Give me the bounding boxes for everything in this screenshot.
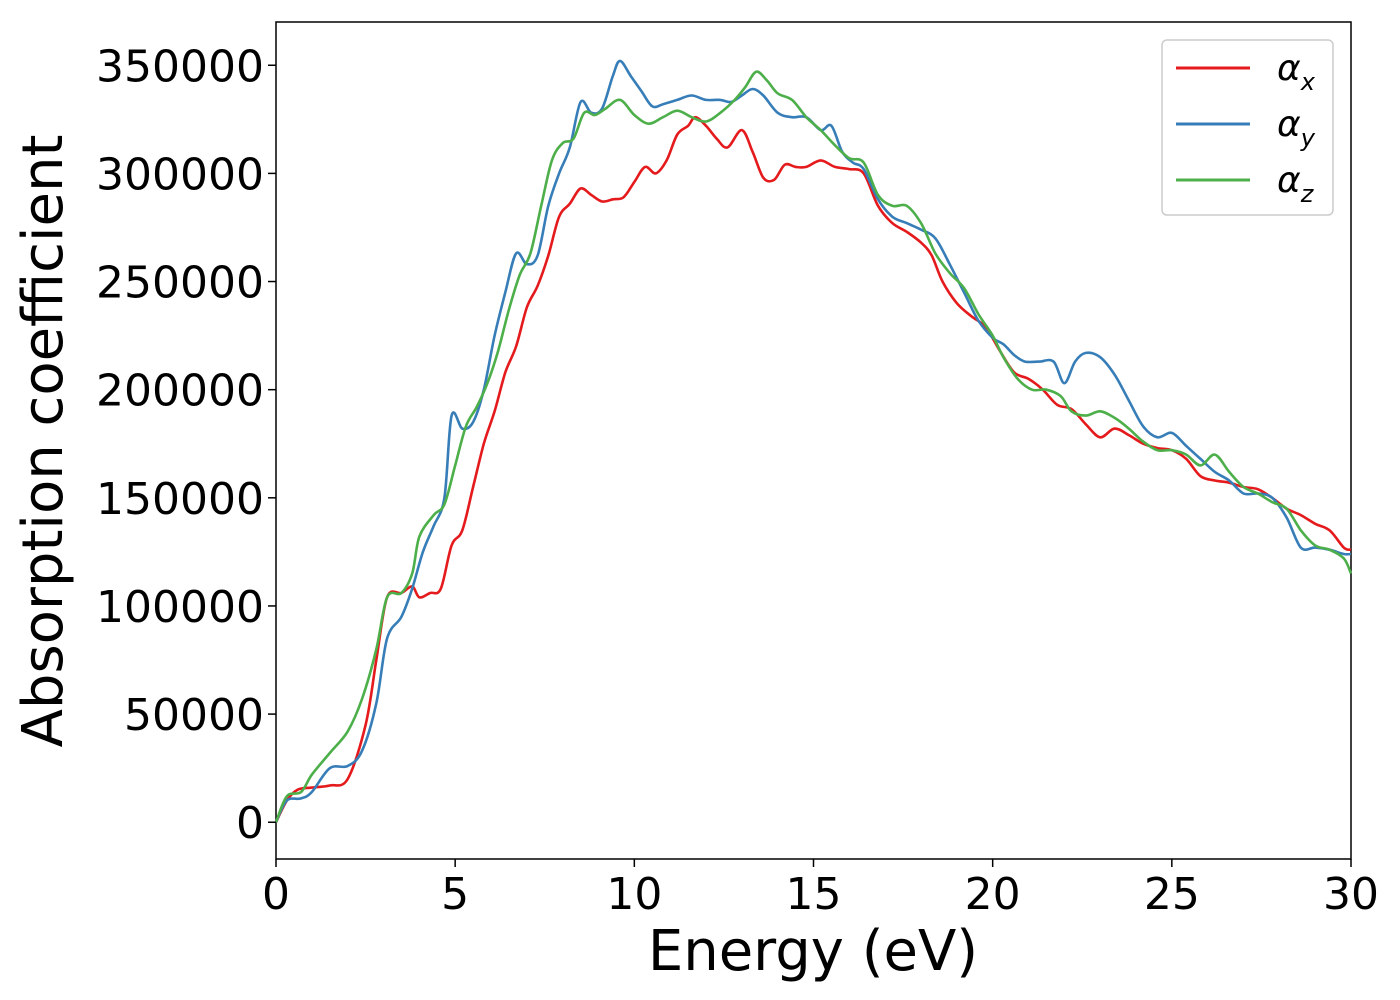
legend-box — [1161, 39, 1334, 216]
legend-label-symbol: α — [1277, 160, 1301, 201]
x-axis-label: Energy (eV) — [648, 919, 978, 984]
y-tick-label: 0 — [236, 798, 264, 849]
x-tick-label: 15 — [786, 869, 842, 920]
x-tick-label: 0 — [262, 869, 290, 920]
x-tick-label: 10 — [606, 869, 662, 920]
y-tick-label: 50000 — [124, 690, 264, 741]
legend-label-alpha-z: αz — [1277, 160, 1315, 208]
legend-label-subscript: z — [1300, 180, 1315, 208]
y-tick-label: 200000 — [96, 366, 264, 417]
y-tick-label: 350000 — [96, 41, 264, 92]
x-tick-label: 20 — [965, 869, 1021, 920]
y-axis-label: Absorption coefficient — [11, 135, 76, 748]
legend-label-subscript: y — [1300, 124, 1316, 152]
series-layer — [274, 59, 1353, 823]
x-axis-ticks: 0 5 10 15 20 25 30 — [262, 859, 1379, 920]
legend-label-symbol: α — [1277, 104, 1301, 145]
legend-label-subscript: x — [1300, 68, 1316, 96]
y-tick-label: 150000 — [96, 474, 264, 525]
legend-label-alpha-x: αx — [1277, 48, 1316, 96]
legend-label-symbol: α — [1277, 48, 1301, 89]
legend-label-alpha-y: αy — [1277, 104, 1316, 152]
y-tick-label: 100000 — [96, 582, 264, 633]
series-line-alpha-z — [274, 70, 1353, 823]
y-tick-label: 300000 — [96, 149, 264, 200]
x-tick-label: 30 — [1323, 869, 1379, 920]
x-tick-label: 5 — [441, 869, 469, 920]
x-tick-label: 25 — [1144, 869, 1200, 920]
y-axis-ticks: 0 50000 100000 150000 200000 250000 300000 3500… — [96, 41, 276, 849]
series-line-alpha-y — [274, 59, 1352, 823]
y-tick-label: 250000 — [96, 258, 264, 309]
